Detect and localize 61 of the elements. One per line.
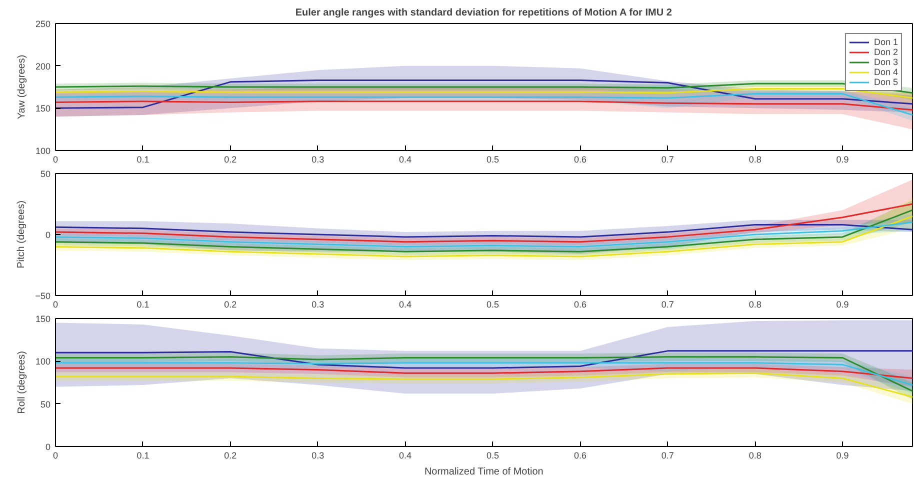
x-tick-label: 0.2: [224, 300, 237, 310]
y-tick-label: −50: [35, 291, 51, 301]
x-tick-label: 0: [52, 300, 58, 310]
x-tick-label: 0.7: [661, 300, 674, 310]
x-tick-label: 0: [52, 154, 58, 164]
y-axis-title: Roll (degrees): [16, 351, 28, 414]
line-series: [56, 367, 912, 379]
x-tick-label: 0.9: [836, 450, 849, 460]
x-tick-label: 0.2: [224, 450, 237, 460]
line-series: [56, 350, 912, 369]
line-series: [56, 203, 912, 243]
legend-label: Don 3: [874, 57, 898, 67]
chart-title: Euler angle ranges with standard deviation for repetitions of Motion A for IMU 2: [295, 8, 672, 18]
x-tick-label: 0.7: [661, 450, 674, 460]
x-tick-label: 0.9: [836, 154, 849, 164]
x-tick-label: 0.3: [312, 154, 324, 164]
x-tick-label: 0.8: [748, 154, 762, 164]
x-tick-label: 0.4: [399, 300, 412, 310]
x-tick-label: 0.5: [486, 300, 500, 310]
x-tick-label: 0.2: [224, 154, 237, 164]
y-tick-label: 0: [45, 442, 51, 452]
y-tick-label: 250: [35, 19, 51, 29]
x-tick-label: 0.1: [136, 300, 150, 310]
line-series: [56, 93, 912, 116]
y-tick-label: 150: [35, 104, 51, 114]
x-tick-label: 0.3: [312, 300, 324, 310]
x-tick-label: 0.9: [836, 300, 849, 310]
x-tick-label: 0.4: [399, 154, 412, 164]
line-series: [56, 88, 912, 99]
x-tick-label: 0.6: [574, 450, 586, 460]
y-tick-label: 150: [35, 314, 51, 324]
line-series: [56, 79, 912, 109]
y-axis-title: Pitch (degrees): [16, 200, 28, 268]
x-tick-label: 0.3: [312, 450, 324, 460]
line-series: [56, 372, 912, 398]
y-tick-label: 50: [40, 169, 51, 179]
legend-label: Don 5: [874, 77, 898, 87]
y-tick-label: 0: [45, 230, 51, 240]
legend-label: Don 1: [874, 37, 898, 47]
x-tick-label: 0.7: [661, 154, 674, 164]
line-series: [56, 100, 912, 111]
x-tick-label: 0: [52, 450, 58, 460]
legend-label: Don 4: [874, 67, 898, 77]
y-tick-label: 100: [35, 356, 51, 367]
x-tick-label: 0.4: [399, 450, 412, 460]
legend-label: Don 2: [874, 47, 898, 57]
x-tick-label: 0.6: [574, 300, 586, 310]
y-tick-label: 50: [40, 399, 51, 410]
x-tick-label: 0.8: [748, 450, 762, 460]
x-tick-label: 0.5: [486, 450, 500, 460]
x-tick-label: 0.5: [486, 154, 500, 164]
x-tick-label: 0.1: [136, 154, 150, 164]
x-tick-label: 0.6: [574, 154, 586, 164]
x-tick-label: 0.1: [136, 450, 150, 460]
y-tick-label: 100: [35, 146, 51, 156]
y-tick-label: 200: [35, 61, 51, 72]
line-series: [56, 222, 912, 248]
line-series: [56, 224, 912, 238]
y-axis-title: Yaw (degrees): [16, 54, 28, 120]
x-tick-label: 0.8: [748, 300, 762, 310]
x-axis-title: Normalized Time of Motion: [424, 466, 544, 478]
